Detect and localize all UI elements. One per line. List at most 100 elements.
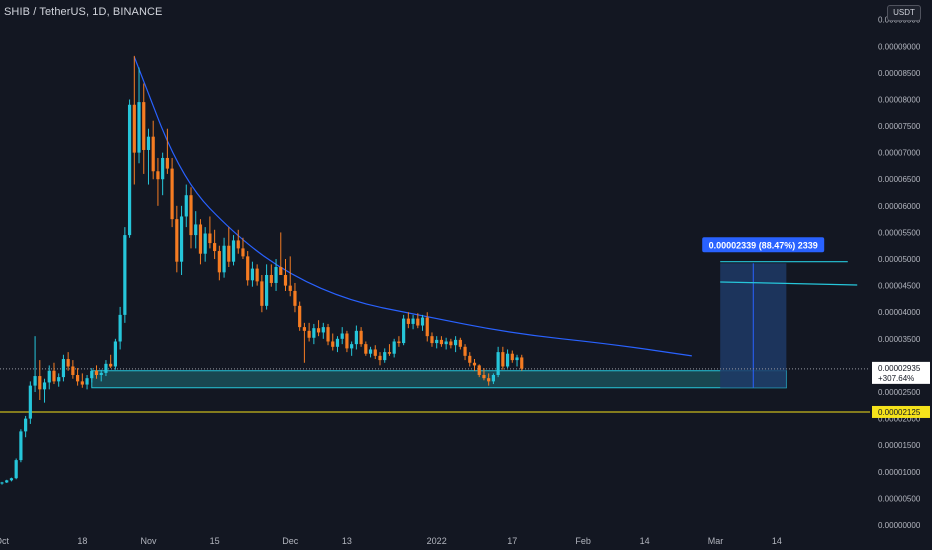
candle-body — [38, 376, 42, 390]
y-tick-label: 0.00004500 — [878, 282, 921, 291]
candle-body — [392, 341, 396, 354]
candle-body — [66, 359, 70, 367]
y-tick-label: 0.00002000 — [878, 415, 921, 424]
candle-body — [435, 339, 439, 344]
candle-body — [161, 157, 165, 180]
second-level-line — [720, 281, 858, 286]
candle-body — [265, 274, 269, 306]
y-tick-label: 0.00008000 — [878, 95, 921, 104]
candle-body — [269, 274, 273, 283]
candle-body — [236, 240, 240, 249]
candle-body — [132, 104, 136, 153]
x-tick-label: 2022 — [427, 536, 447, 546]
candle-body — [260, 281, 264, 306]
candle-body — [52, 370, 56, 382]
candle-body — [28, 385, 32, 419]
candle-body — [354, 330, 358, 345]
y-tick-label: 0.00002500 — [878, 388, 921, 397]
x-tick-label: Oct — [0, 536, 9, 546]
candle-body — [359, 330, 363, 345]
y-tick-label: 0.00000000 — [878, 521, 921, 530]
candle-body — [364, 344, 368, 354]
symbol-title[interactable]: SHIB / TetherUS, 1D, BINANCE — [4, 6, 163, 18]
current-price-tag — [872, 361, 930, 384]
candle-body — [501, 352, 505, 367]
y-tick-label: 0.00004000 — [878, 308, 921, 317]
candle-body — [298, 305, 302, 328]
candle-body — [458, 339, 462, 347]
candle-body — [94, 370, 99, 375]
range-callout-box — [702, 237, 825, 253]
candle-body — [444, 341, 448, 345]
y-tick-label: 0.00001500 — [878, 441, 921, 450]
x-tick-label: 13 — [342, 536, 352, 546]
candle-body — [288, 285, 292, 291]
currency-badge[interactable]: USDT — [887, 5, 921, 21]
y-tick-label: 0.00005000 — [878, 255, 921, 264]
candle-body — [397, 341, 401, 344]
y-tick-label: 0.00005500 — [878, 228, 921, 237]
candle-body — [246, 256, 250, 281]
candle-body — [217, 251, 221, 273]
candle-body — [411, 318, 415, 324]
candle-body — [312, 328, 316, 338]
candle-body — [179, 216, 184, 262]
candle-body — [222, 245, 226, 273]
candle-body — [477, 365, 481, 375]
candle-body — [231, 240, 236, 262]
x-tick-label: 17 — [507, 536, 517, 546]
candle-body — [0, 482, 4, 484]
trendline-curve — [133, 56, 692, 357]
candle-body — [302, 327, 306, 331]
candle-body — [5, 480, 9, 483]
x-tick-label: 14 — [640, 536, 650, 546]
y-tick-label: 0.00009000 — [878, 42, 921, 51]
candle-body — [368, 349, 373, 354]
y-tick-label: 0.00003500 — [878, 335, 921, 344]
candle-body — [331, 341, 335, 347]
candle-body — [420, 317, 425, 326]
x-tick-label: Dec — [282, 536, 299, 546]
current-price-change: +307.64% — [878, 374, 914, 383]
candle-body — [118, 314, 122, 342]
candle-body — [142, 102, 146, 150]
candle-body — [279, 267, 283, 275]
candle-body — [57, 377, 61, 382]
candle-body — [430, 336, 434, 344]
candle-body — [255, 268, 259, 282]
candle-body — [293, 290, 297, 306]
y-tick-label: 0.00007500 — [878, 122, 921, 131]
support-price-value: 0.00002125 — [878, 408, 921, 417]
candle-body — [515, 357, 519, 361]
candle-body — [463, 346, 467, 356]
candle-body — [520, 357, 524, 369]
candle-body — [321, 327, 325, 333]
support-zone — [91, 370, 787, 389]
candle-body — [137, 102, 141, 153]
candle-body — [449, 341, 453, 346]
x-tick-label: Nov — [140, 536, 157, 546]
candle-body — [104, 363, 108, 373]
candle-body — [194, 224, 198, 236]
y-tick-label: 0.00007000 — [878, 149, 921, 158]
candle-body — [127, 104, 132, 236]
candle-body — [241, 248, 245, 257]
candle-body — [156, 171, 160, 180]
y-tick-label: 0.00000500 — [878, 494, 921, 503]
current-price-value: 0.00002935 — [878, 364, 921, 373]
x-tick-label: Mar — [708, 536, 724, 546]
candle-body — [47, 370, 51, 383]
support-price-tag — [872, 405, 930, 418]
candle-body — [425, 317, 429, 337]
x-tick-label: 18 — [77, 536, 87, 546]
candle-body — [151, 136, 155, 172]
candle-body — [510, 353, 514, 361]
candle-body — [99, 372, 103, 375]
x-tick-label: 15 — [210, 536, 220, 546]
candle-body — [340, 333, 344, 339]
candle-body — [42, 382, 47, 390]
candle-body — [316, 328, 321, 333]
candle-body — [307, 330, 311, 338]
